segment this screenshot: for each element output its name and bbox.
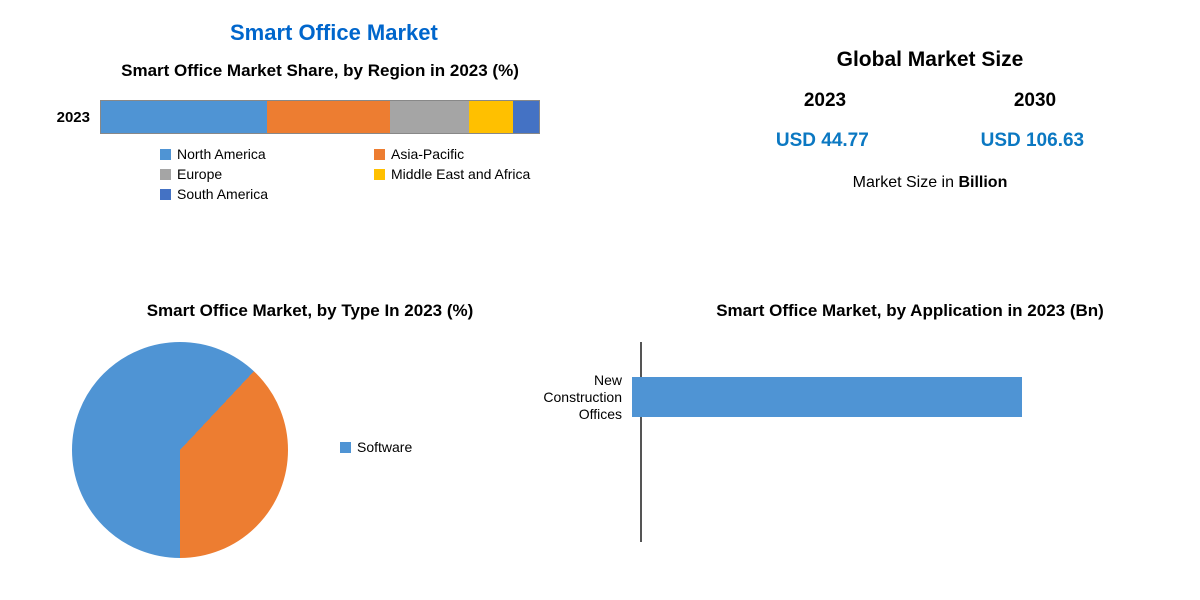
pie-wrap (70, 340, 290, 560)
page-title: Smart Office Market (230, 20, 438, 46)
stacked-segment (390, 101, 469, 133)
application-bar (632, 377, 1022, 417)
legend-label: Software (357, 439, 412, 455)
legend-swatch (160, 149, 171, 160)
stacked-segment (101, 101, 267, 133)
market-size-value-2023: USD 44.77 (776, 130, 869, 152)
region-chart-title: Smart Office Market Share, by Region in … (50, 60, 590, 82)
market-size-heading: Global Market Size (720, 48, 1140, 72)
market-size-year-row: 2023 2030 (720, 90, 1140, 112)
stacked-segment (513, 101, 539, 133)
stacked-bar-year-label: 2023 (50, 109, 100, 126)
market-size-value-row: USD 44.77 USD 106.63 (720, 130, 1140, 152)
market-size-panel: Global Market Size 2023 2030 USD 44.77 U… (720, 48, 1140, 192)
pie-legend: Software (340, 439, 412, 461)
market-size-note-prefix: Market Size in (853, 174, 959, 191)
legend-label: Asia-Pacific (391, 146, 464, 162)
market-size-value-2030: USD 106.63 (981, 130, 1085, 152)
stacked-bar-row: 2023 (50, 100, 590, 134)
legend-item: Middle East and Africa (374, 166, 564, 182)
legend-item: Europe (160, 166, 350, 182)
stacked-bar (100, 100, 540, 134)
legend-label: South America (177, 186, 268, 202)
application-chart-title: Smart Office Market, by Application in 2… (640, 300, 1180, 322)
type-pie-chart: Smart Office Market, by Type In 2023 (%)… (50, 300, 570, 560)
market-size-note-bold: Billion (958, 174, 1007, 191)
legend-item: Asia-Pacific (374, 146, 564, 162)
market-size-year-2023: 2023 (804, 90, 846, 112)
application-chart-area: New Construction Offices (640, 342, 1180, 542)
market-size-unit-note: Market Size in Billion (720, 174, 1140, 192)
legend-item: North America (160, 146, 350, 162)
region-legend: North America Asia-Pacific Europe Middle Ea… (160, 146, 580, 202)
application-bar-label: New Construction Offices (512, 372, 632, 422)
application-bar-row: New Construction Offices (512, 372, 1172, 422)
pie (70, 340, 290, 560)
legend-swatch (374, 169, 385, 180)
stacked-segment (469, 101, 513, 133)
legend-label: Europe (177, 166, 222, 182)
application-bar-chart: Smart Office Market, by Application in 2… (640, 300, 1180, 542)
legend-label: North America (177, 146, 266, 162)
legend-swatch (160, 169, 171, 180)
market-size-year-2030: 2030 (1014, 90, 1056, 112)
type-chart-title: Smart Office Market, by Type In 2023 (%) (50, 300, 570, 322)
legend-label: Middle East and Africa (391, 166, 530, 182)
legend-item: South America (160, 186, 350, 202)
legend-swatch (160, 189, 171, 200)
pie-legend-item: Software (340, 439, 412, 455)
stacked-segment (267, 101, 390, 133)
region-share-chart: Smart Office Market Share, by Region in … (50, 60, 590, 202)
legend-swatch (374, 149, 385, 160)
legend-swatch (340, 442, 351, 453)
